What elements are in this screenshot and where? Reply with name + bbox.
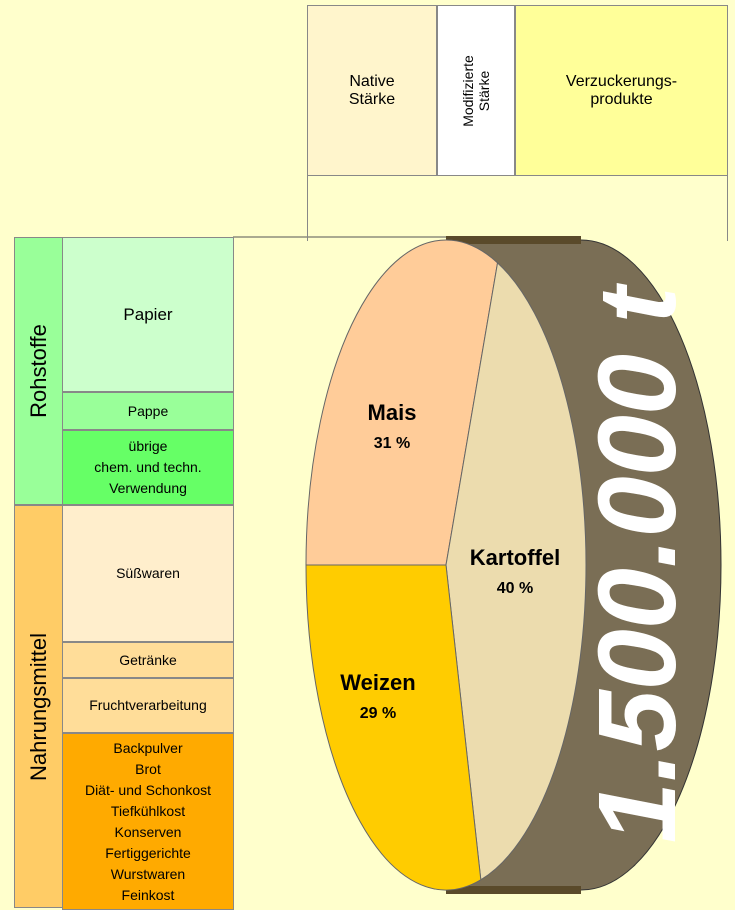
group-title: Nahrungsmittel [25,632,51,781]
group-label: Nahrungsmittel [14,505,63,908]
label-line: Konserven [114,823,182,840]
label-line: Stärke [348,90,396,108]
label-line: chem. und techn. [94,459,202,475]
label-line: Native [349,72,395,90]
group-title: Rohstoffe [25,324,51,418]
pie-slice [305,239,499,566]
top-box: Verzuckerungs-produkte [515,5,728,176]
label-line: Modifizierte [460,54,476,127]
label-line: Stärke [476,70,492,111]
item-box: Fruchtverarbeitung [62,678,234,733]
label-line: Backpulver [113,739,183,756]
label-line: Verzuckerungs- [565,72,678,90]
item-box: Papier [62,237,234,392]
label-line: Tiefkühlkost [110,802,186,819]
label-line: Verwendung [109,480,187,496]
slice-name: Mais [368,400,417,425]
slice-value: 29 % [360,705,396,722]
item-box: Süßwaren [62,505,234,642]
slice-name: Kartoffel [470,545,560,570]
slice-name: Weizen [340,670,415,695]
item-box: Backpulver Brot Diät- und Schonkost Tiefküh… [62,733,234,910]
label-line: Süßwaren [116,565,180,581]
label-line: Brot [135,760,161,777]
top-box: Native Stärke [307,5,437,176]
label-line: Papier [123,305,173,324]
slice-value: 31 % [374,435,410,452]
label-line: Feinkost [121,886,175,903]
label-line: Getränke [119,651,177,668]
label-line: Pappe [127,402,169,419]
group-label: Rohstoffe [14,237,63,505]
label-line: Diät- und Schonkost [84,781,212,798]
total-label: 1.500.000 t [576,282,699,843]
label-line: produkte [590,90,653,108]
label-line: übrige [128,438,168,454]
label-line: Fruchtverarbeitung [89,697,207,713]
item-box: übrige chem. und techn. Verwendung [62,430,234,505]
pie-slice [445,261,587,881]
top-box: Modifizierte Stärke [437,5,515,176]
label-line: Wurstwaren [110,865,186,882]
slice-value: 40 % [497,580,533,597]
label-line: Fertiggerichte [105,844,191,861]
frame [307,175,728,241]
rotated-label: Modifizierte Stärke [460,55,492,127]
item-box: Pappe [62,392,234,430]
pie-slice [305,564,482,891]
item-box: Getränke [62,642,234,678]
